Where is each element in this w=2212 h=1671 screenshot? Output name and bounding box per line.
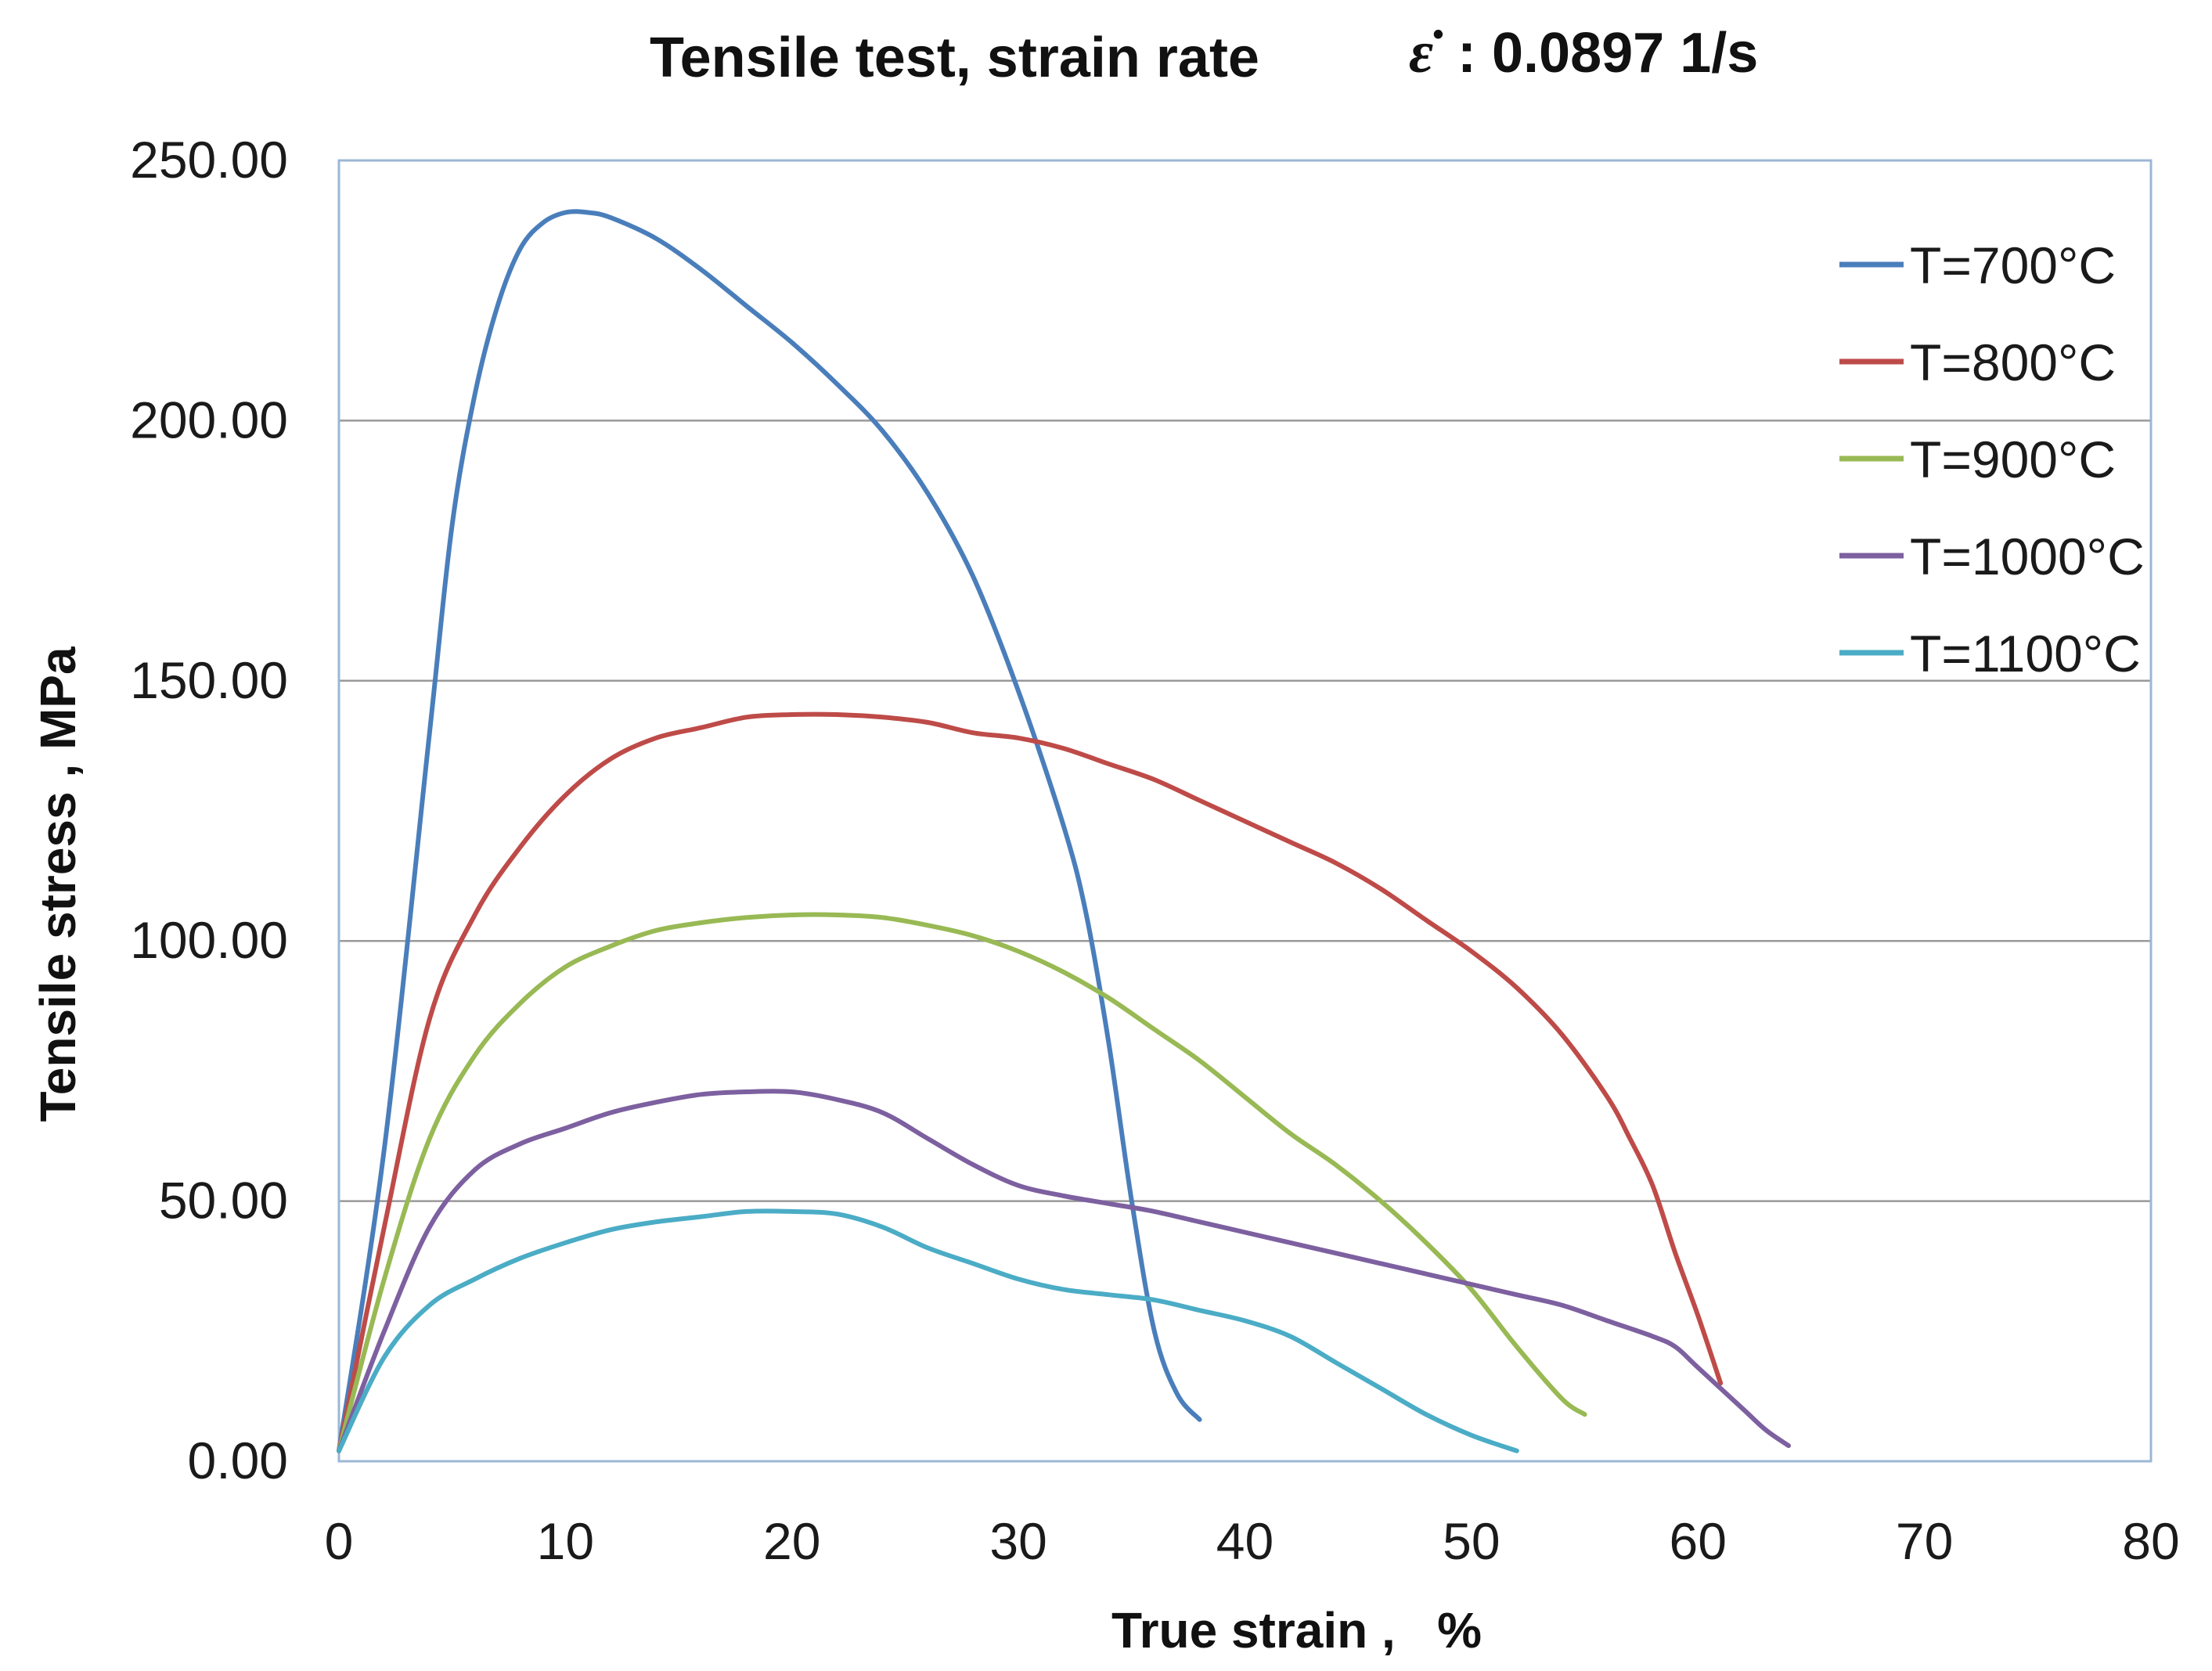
legend-label: T=700°C	[1910, 236, 2116, 294]
series-line-2	[337, 711, 1724, 1453]
y-tick-label: 50.00	[159, 1172, 288, 1230]
x-tick-label: 20	[763, 1512, 820, 1570]
x-tick-label: 60	[1670, 1512, 1727, 1570]
x-tick-label: 50	[1443, 1512, 1500, 1570]
strain-rate-symbol: ε̇	[1409, 20, 1443, 85]
y-axis-label: Tensile stress , MPa	[30, 646, 86, 1122]
x-axis-label: True strain , %	[1111, 1602, 1482, 1658]
y-tick-label: 200.00	[130, 391, 288, 448]
y-axis-ticks: 0.00 50.00 100.00 150.00 200.00 250.00	[130, 131, 288, 1489]
plot-area	[337, 159, 2153, 1463]
x-tick-label: 40	[1216, 1512, 1274, 1570]
y-tick-label: 0.00	[188, 1432, 288, 1489]
legend-label: T=800°C	[1910, 333, 2116, 391]
chart-title-text: Tensile test, strain rate	[650, 27, 1259, 89]
x-axis-ticks: 0 10 20 30 40 50 60 70 80	[325, 1512, 2180, 1570]
legend: T=700°C T=800°C T=900°C T=1000°C T=1100°C	[1839, 236, 2145, 682]
x-tick-label: 30	[989, 1512, 1047, 1570]
series-line-5	[337, 1208, 1519, 1453]
y-tick-label: 100.00	[130, 911, 288, 969]
x-tick-label: 70	[1896, 1512, 1953, 1570]
y-tick-label: 150.00	[130, 651, 288, 709]
plot-frame	[337, 159, 2153, 1463]
legend-label: T=900°C	[1910, 430, 2116, 488]
x-tick-label: 10	[537, 1512, 594, 1570]
x-tick-label: 0	[325, 1512, 354, 1570]
legend-label: T=1000°C	[1910, 528, 2145, 585]
chart-title: Tensile test, strain rate ε̇ : 0.0897 1/…	[650, 20, 1758, 89]
series-line-4	[337, 1089, 1791, 1453]
strain-rate-value: : 0.0897 1/s	[1457, 22, 1758, 85]
legend-label: T=1100°C	[1910, 625, 2141, 682]
gridlines	[339, 420, 2151, 1202]
series-line-3	[337, 912, 1587, 1453]
y-tick-label: 250.00	[130, 131, 288, 189]
x-tick-label: 80	[2122, 1512, 2179, 1570]
series-line-1	[337, 209, 1202, 1453]
series-layer	[337, 209, 1791, 1453]
